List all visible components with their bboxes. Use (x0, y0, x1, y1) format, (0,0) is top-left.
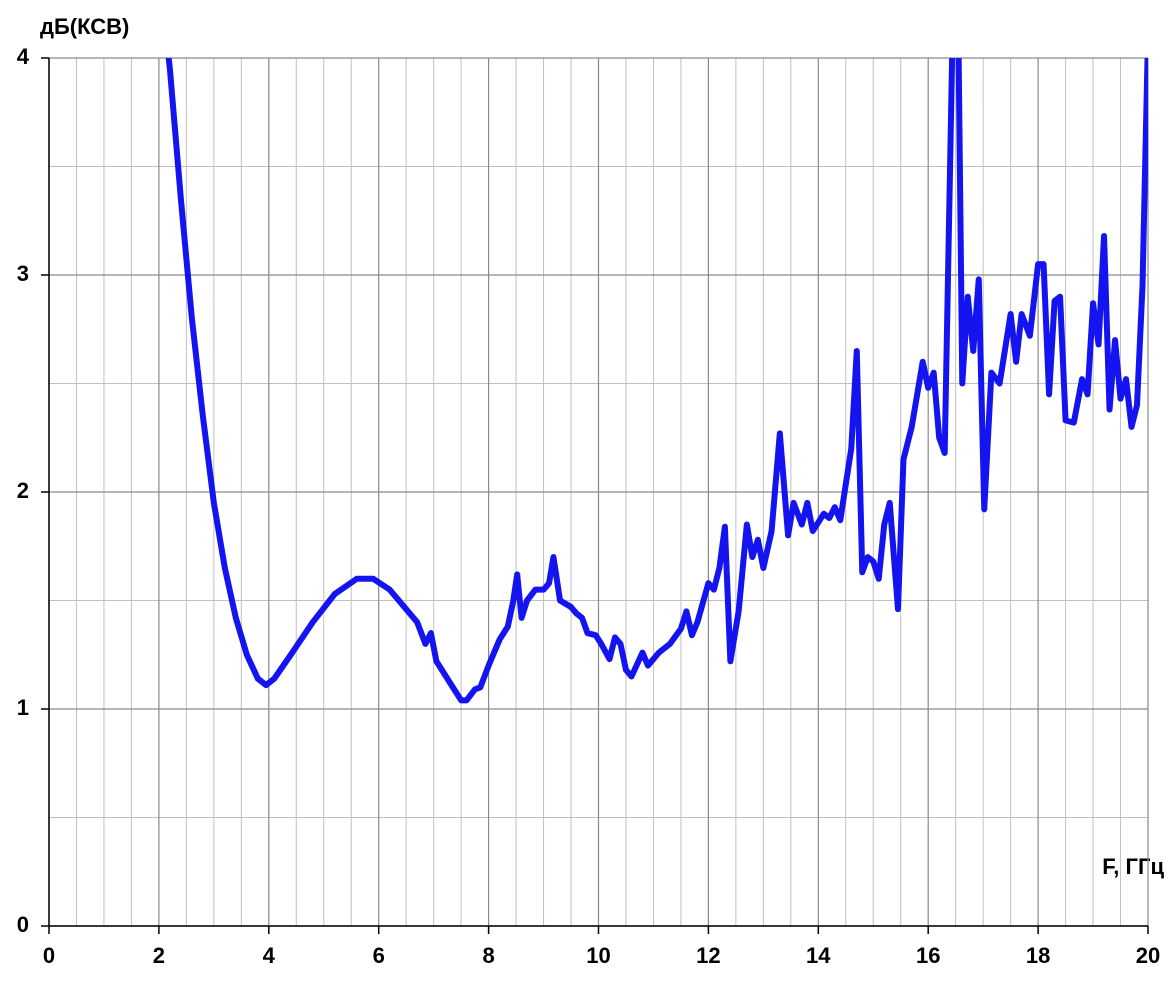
data-line (165, 58, 1148, 704)
grid (48, 57, 1149, 927)
y-tick-label: 3 (17, 261, 29, 286)
x-tick-label: 4 (263, 943, 276, 968)
x-tick-label: 20 (1136, 943, 1160, 968)
x-tick-label: 10 (586, 943, 610, 968)
y-tick-label: 0 (17, 912, 29, 937)
x-tick-label: 18 (1026, 943, 1050, 968)
x-tick-label: 6 (373, 943, 385, 968)
x-tick-label: 2 (153, 943, 165, 968)
y-tick-label: 1 (17, 695, 29, 720)
y-axis-label: дБ(КСВ) (40, 14, 129, 39)
x-tick-label: 14 (806, 943, 831, 968)
x-tick-label: 12 (696, 943, 720, 968)
y-tick-label: 2 (17, 478, 29, 503)
y-tick-label: 4 (17, 44, 30, 69)
x-tick-label: 0 (43, 943, 55, 968)
x-axis-label: F, ГГц (1102, 854, 1164, 879)
x-tick-label: 8 (482, 943, 494, 968)
x-tick-label: 16 (916, 943, 940, 968)
